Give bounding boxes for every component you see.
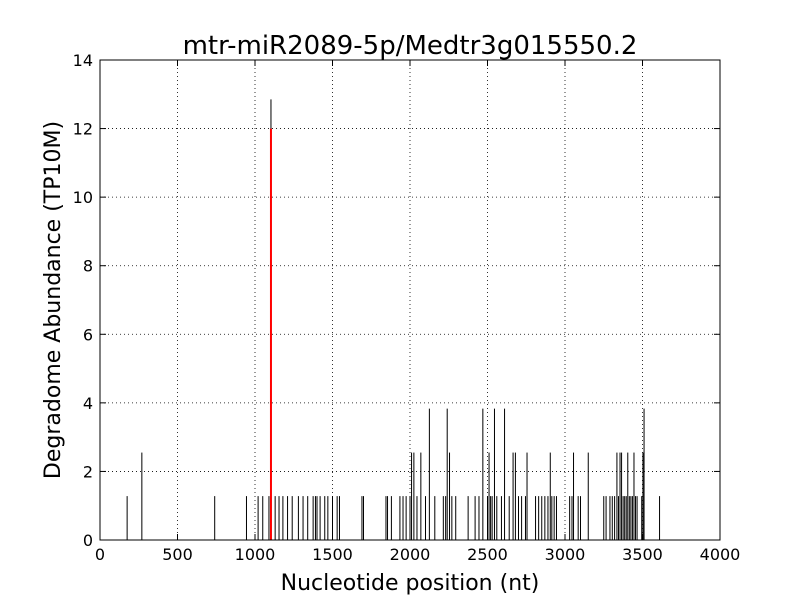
y-tick-label-6: 12 — [73, 120, 93, 139]
x-tick-label-1: 500 — [162, 545, 193, 564]
y-tick-label-2: 4 — [83, 394, 93, 413]
y-tick-label-5: 10 — [73, 188, 93, 207]
y-tick-label-7: 14 — [73, 51, 93, 70]
y-tick-label-1: 2 — [83, 462, 93, 481]
x-tick-label-7: 3500 — [622, 545, 663, 564]
y-tick-label-3: 6 — [83, 325, 93, 344]
chart-title: mtr-miR2089-5p/Medtr3g015550.2 — [183, 31, 638, 61]
x-tick-label-8: 4000 — [700, 545, 741, 564]
x-tick-label-4: 2000 — [390, 545, 431, 564]
y-axis-label: Degradome Abundance (TP10M) — [41, 121, 66, 479]
x-tick-label-5: 2500 — [467, 545, 508, 564]
x-tick-label-0: 0 — [95, 545, 105, 564]
x-tick-label-3: 1500 — [312, 545, 353, 564]
y-tick-label-0: 0 — [83, 531, 93, 550]
x-tick-label-2: 1000 — [235, 545, 276, 564]
plot-area: 0 500 1000 1500 2000 2500 3000 3500 4000 0 2 4 6 8 10 1… — [73, 51, 741, 564]
y-tick-label-4: 8 — [83, 257, 93, 276]
x-tick-label-6: 3000 — [545, 545, 586, 564]
x-axis-label: Nucleotide position (nt) — [281, 571, 540, 596]
